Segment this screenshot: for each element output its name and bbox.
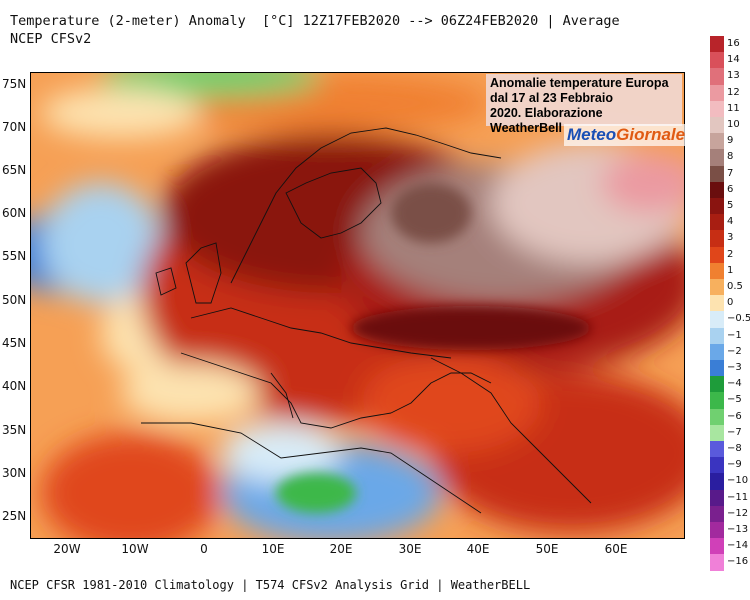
colorbar-label: −10 — [727, 475, 749, 487]
lat-tick-label: 35N — [2, 423, 27, 437]
colorbar-label: 11 — [727, 102, 740, 114]
colorbar-swatch — [710, 522, 724, 539]
meteogiornale-logo: MeteoGiornale — [564, 124, 689, 146]
colorbar-swatch — [710, 489, 724, 507]
colorbar-swatch — [710, 181, 724, 199]
annotation-line-3: 2020. Elaborazione WeatherBell — [490, 106, 603, 135]
colorbar-swatch — [710, 538, 724, 555]
lon-tick-label: 10E — [261, 542, 285, 556]
colorbar-label: −5 — [727, 394, 742, 406]
lat-tick-label: 40N — [2, 379, 27, 393]
colorbar-label: −12 — [727, 507, 749, 519]
colorbar-label: 0 — [727, 297, 734, 309]
colorbar-label: −6 — [727, 410, 742, 422]
colorbar-swatch — [710, 360, 724, 377]
colorbar-swatch — [710, 262, 724, 280]
colorbar-label: −9 — [727, 459, 742, 471]
map-canvas — [31, 73, 684, 538]
lat-tick-label: 70N — [2, 120, 27, 134]
colorbar-label: 2 — [727, 248, 734, 260]
colorbar-swatch — [710, 84, 724, 102]
colorbar-label: 14 — [727, 54, 740, 66]
logo-part-2: Giornale — [616, 125, 686, 144]
colorbar-swatch — [710, 424, 724, 442]
colorbar-label: 13 — [727, 70, 740, 82]
colorbar-swatch — [710, 133, 724, 150]
lon-tick-label: 30E — [398, 542, 422, 556]
colorbar-label: −16 — [727, 556, 749, 568]
lon-tick-label: 10W — [121, 542, 149, 556]
colorbar-label: 7 — [727, 167, 734, 179]
lat-tick-label: 50N — [2, 293, 27, 307]
colorbar-label: 1 — [727, 264, 734, 276]
colorbar-swatch — [710, 343, 724, 361]
lat-tick-label: 45N — [2, 336, 27, 350]
colorbar-swatch — [710, 473, 724, 491]
lon-tick-label: 50E — [535, 542, 559, 556]
colorbar-label: −13 — [727, 524, 749, 535]
annotation-line-2: dal 17 al 23 Febbraio — [490, 91, 613, 105]
colorbar-swatch — [710, 505, 724, 523]
model-subtitle: NCEP CFSv2 — [10, 31, 92, 47]
colorbar-swatch — [710, 392, 724, 410]
lat-tick-label: 55N — [2, 249, 27, 263]
colorbar-swatch — [710, 554, 724, 572]
colorbar-label: −14 — [727, 540, 749, 552]
colorbar-swatch — [710, 441, 724, 458]
colorbar-label: 4 — [727, 216, 734, 228]
colorbar-label: 16 — [727, 38, 740, 49]
lon-tick-label: 20W — [53, 542, 81, 556]
anomaly-map — [30, 72, 685, 539]
lon-tick-label: 60E — [604, 542, 628, 556]
colorbar-swatch — [710, 246, 724, 264]
colorbar-swatch — [710, 52, 724, 69]
colorbar-swatch — [710, 279, 724, 296]
footer-credits: NCEP CFSR 1981-2010 Climatology | T574 C… — [10, 578, 531, 592]
lat-tick-label: 65N — [2, 163, 27, 177]
lat-tick-label: 60N — [2, 206, 27, 220]
colorbar-swatch — [710, 165, 724, 183]
colorbar-label: 6 — [727, 183, 734, 195]
colorbar-swatch — [710, 295, 724, 312]
colorbar-swatch — [710, 117, 724, 134]
colorbar-label: 5 — [727, 200, 734, 211]
colorbar-swatch — [710, 457, 724, 474]
colorbar-label: 9 — [727, 135, 734, 147]
colorbar-label: 8 — [727, 151, 734, 163]
colorbar-label: −1 — [727, 329, 742, 341]
colorbar-label: −4 — [727, 378, 742, 390]
colorbar-swatch — [710, 376, 724, 393]
colorbar-label: −11 — [727, 491, 749, 503]
colorbar-label: 0.5 — [727, 281, 743, 292]
colorbar-swatch — [710, 68, 724, 86]
annotation-box: Anomalie temperature Europa dal 17 al 23… — [486, 74, 682, 135]
chart-title: Temperature (2-meter) Anomaly [°C] 12Z17… — [10, 13, 620, 29]
colorbar-label: 10 — [727, 119, 740, 130]
colorbar-swatch — [710, 149, 724, 167]
lat-tick-label: 75N — [2, 77, 27, 91]
colorbar-swatch — [710, 311, 724, 329]
colorbar-swatch — [710, 408, 724, 426]
coastlines — [141, 127, 592, 514]
colorbar-swatch — [710, 100, 724, 118]
lon-tick-label: 20E — [329, 542, 353, 556]
colorbar-label: −2 — [727, 345, 742, 357]
colorbar-label: 3 — [727, 232, 734, 244]
lat-tick-label: 25N — [2, 509, 27, 523]
colorbar-swatch — [710, 214, 724, 231]
colorbar-swatch — [710, 230, 724, 248]
lat-tick-label: 30N — [2, 466, 27, 480]
colorbar-label: −7 — [727, 426, 742, 438]
annotation-line-1: Anomalie temperature Europa — [490, 76, 669, 90]
lon-tick-label: 0 — [200, 542, 208, 556]
colorbar-swatch — [710, 327, 724, 345]
colorbar-label: −8 — [727, 443, 742, 454]
colorbar-label: −0.5 — [727, 313, 750, 325]
colorbar-label: −3 — [727, 362, 742, 373]
colorbar-swatch — [710, 36, 724, 53]
colorbar-label: 12 — [727, 86, 740, 98]
lon-tick-label: 40E — [466, 542, 490, 556]
colorbar-swatch — [710, 198, 724, 215]
logo-part-1: Meteo — [567, 125, 617, 144]
